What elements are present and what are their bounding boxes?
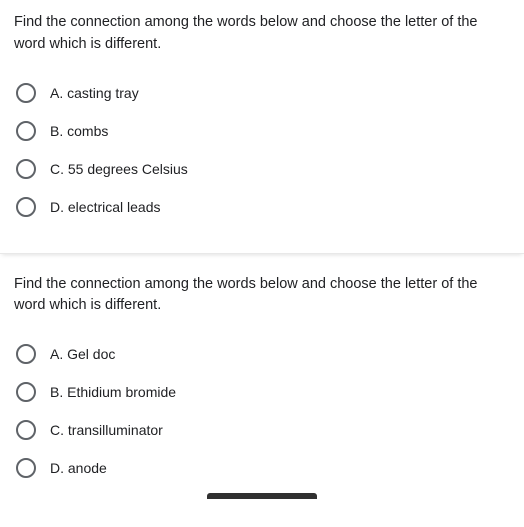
- question-prompt: Find the connection among the words belo…: [14, 274, 510, 318]
- option-label: D. electrical leads: [50, 199, 161, 215]
- option-d[interactable]: D. electrical leads: [14, 188, 510, 226]
- radio-icon: [16, 121, 36, 141]
- radio-icon: [16, 197, 36, 217]
- option-label: B. combs: [50, 123, 108, 139]
- option-label: A. casting tray: [50, 85, 139, 101]
- option-label: B. Ethidium bromide: [50, 384, 176, 400]
- option-a[interactable]: A. casting tray: [14, 74, 510, 112]
- bottom-handle: [207, 493, 317, 499]
- option-label: C. transilluminator: [50, 422, 163, 438]
- radio-icon: [16, 420, 36, 440]
- radio-icon: [16, 83, 36, 103]
- radio-icon: [16, 159, 36, 179]
- option-label: D. anode: [50, 460, 107, 476]
- question-block-1: Find the connection among the words belo…: [0, 0, 524, 244]
- option-a[interactable]: A. Gel doc: [14, 335, 510, 373]
- option-b[interactable]: B. combs: [14, 112, 510, 150]
- radio-icon: [16, 458, 36, 478]
- option-c[interactable]: C. transilluminator: [14, 411, 510, 449]
- option-label: C. 55 degrees Celsius: [50, 161, 188, 177]
- radio-icon: [16, 344, 36, 364]
- option-b[interactable]: B. Ethidium bromide: [14, 373, 510, 411]
- question-divider: [0, 244, 524, 254]
- option-c[interactable]: C. 55 degrees Celsius: [14, 150, 510, 188]
- question-prompt: Find the connection among the words belo…: [14, 12, 510, 56]
- question-block-2: Find the connection among the words belo…: [0, 262, 524, 494]
- option-d[interactable]: D. anode: [14, 449, 510, 487]
- radio-icon: [16, 382, 36, 402]
- option-label: A. Gel doc: [50, 346, 115, 362]
